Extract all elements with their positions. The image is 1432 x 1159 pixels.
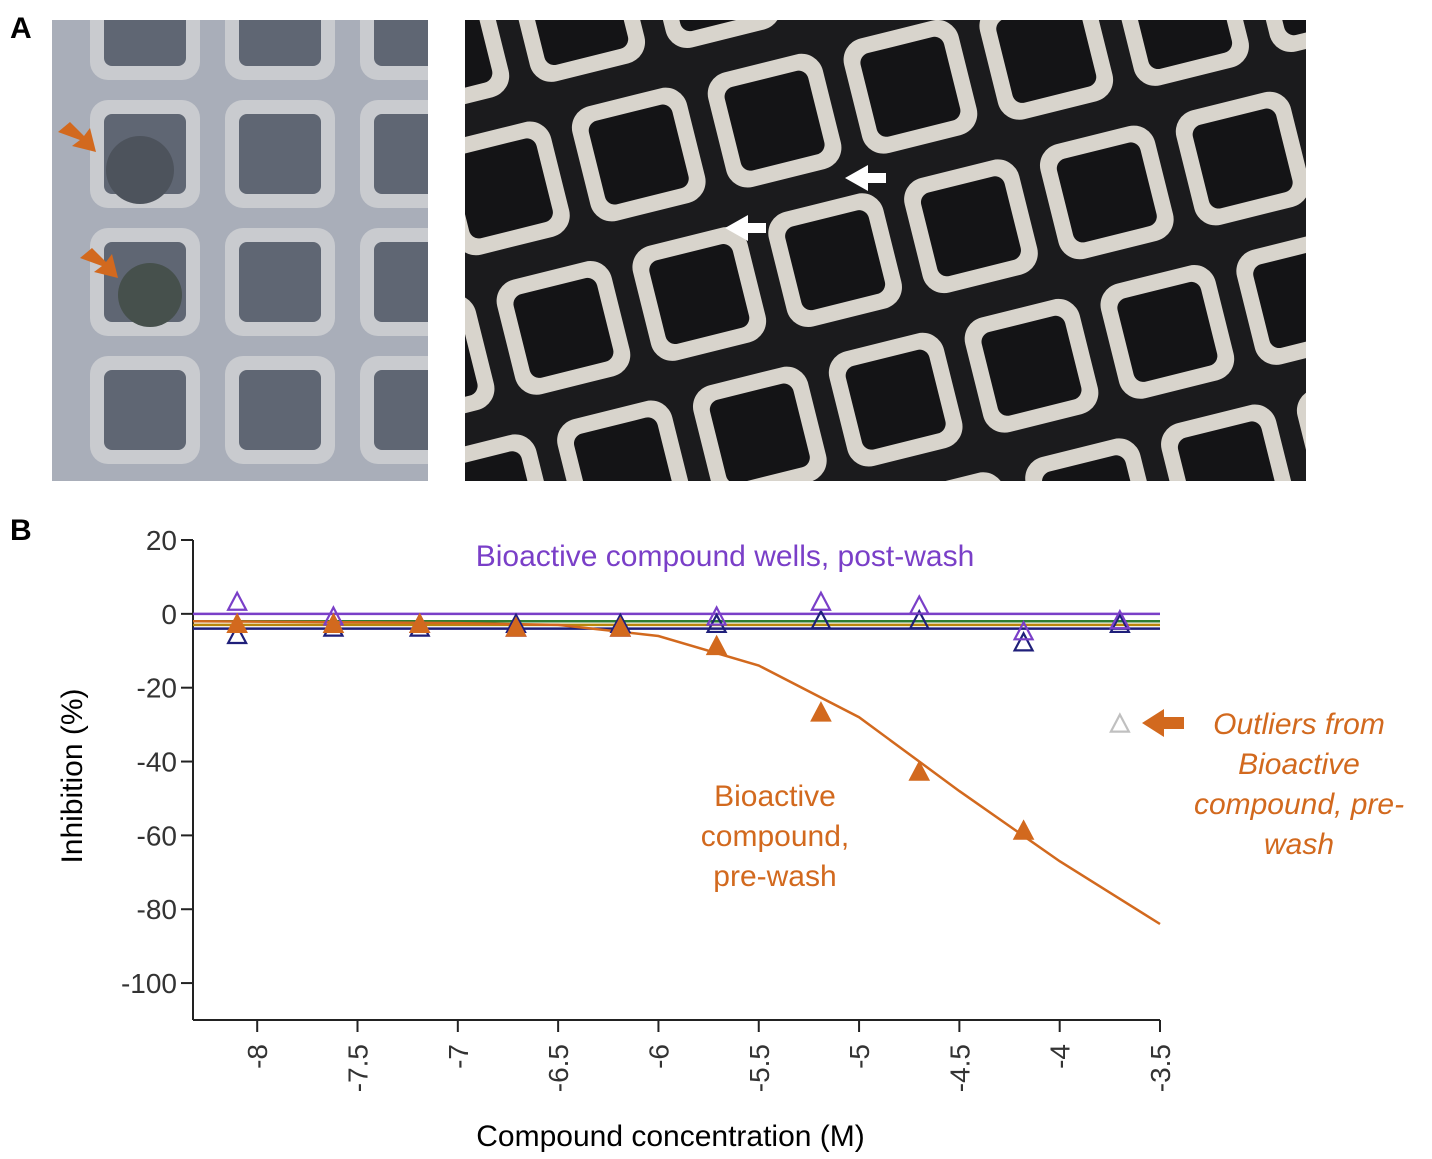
x-tick-label: -4 [1045,1044,1076,1069]
well [104,370,186,450]
annotation: Bioactive [1238,748,1360,781]
well [778,0,921,19]
well [374,242,456,322]
well [239,498,321,578]
well [239,242,321,322]
figure: A B -100 -80 -60 -40 -20 0 20 -8 -7.5 -7 -6.5 -6 -5.… [0,0,1432,1154]
data-point [1111,715,1129,732]
x-tick-label: -7.5 [343,1044,374,1092]
annotation: Bioactive compound wells, post-wash [476,540,975,573]
well [497,589,601,693]
data-point [228,615,246,632]
well [374,370,456,450]
x-tick-label: -3.5 [1145,1044,1176,1092]
well [374,0,456,66]
annotation: compound, pre- [1194,788,1404,821]
drop [118,263,182,327]
x-axis-label: Compound concentration (M) [476,1120,865,1153]
well [1387,212,1432,316]
annotation: pre-wash [713,860,836,893]
x-tick-label: -4.5 [944,1044,975,1092]
well [374,114,456,194]
panel-label: A [10,12,32,45]
well [104,0,186,66]
well [1307,53,1432,196]
well [239,0,321,66]
fit-line [193,621,1160,924]
annotation: Outliers from [1213,708,1385,741]
well [1326,73,1430,177]
well [477,569,620,712]
y-tick-label: -60 [137,820,177,851]
well [749,501,892,644]
x-tick-label: -6.5 [543,1044,574,1092]
annotation: compound, [701,820,849,853]
annotation: Bioactive [714,780,836,813]
data-point [228,593,246,610]
well [374,498,456,578]
x-tick-label: -5.5 [744,1044,775,1092]
x-tick-label: -8 [242,1044,273,1069]
annotation: wash [1264,828,1334,861]
data-point [812,704,830,721]
data-point [812,593,830,610]
y-tick-label: -100 [121,968,177,999]
x-tick-label: -5 [844,1044,875,1069]
photo-left [52,0,470,592]
drop [106,136,174,204]
well [239,114,321,194]
chart: -100 -80 -60 -40 -20 0 20 -8 -7.5 -7 -6.5 -6 -5.5 -5 -… [56,525,1404,1153]
well [1312,385,1416,489]
panel-label: B [10,514,32,547]
y-tick-label: 20 [146,525,177,556]
well [225,484,335,592]
well [239,370,321,450]
well [1368,193,1432,336]
y-tick-label: -40 [137,747,177,778]
data-point [708,637,726,654]
y-tick-label: 0 [161,599,177,630]
well [1292,366,1432,509]
x-tick-label: -6 [643,1044,674,1069]
y-axis-label: Inhibition (%) [56,688,89,863]
y-tick-label: -80 [137,894,177,925]
well [1428,332,1432,475]
well [360,484,470,592]
y-tick-label: -20 [137,673,177,704]
x-tick-label: -7 [443,1044,474,1069]
